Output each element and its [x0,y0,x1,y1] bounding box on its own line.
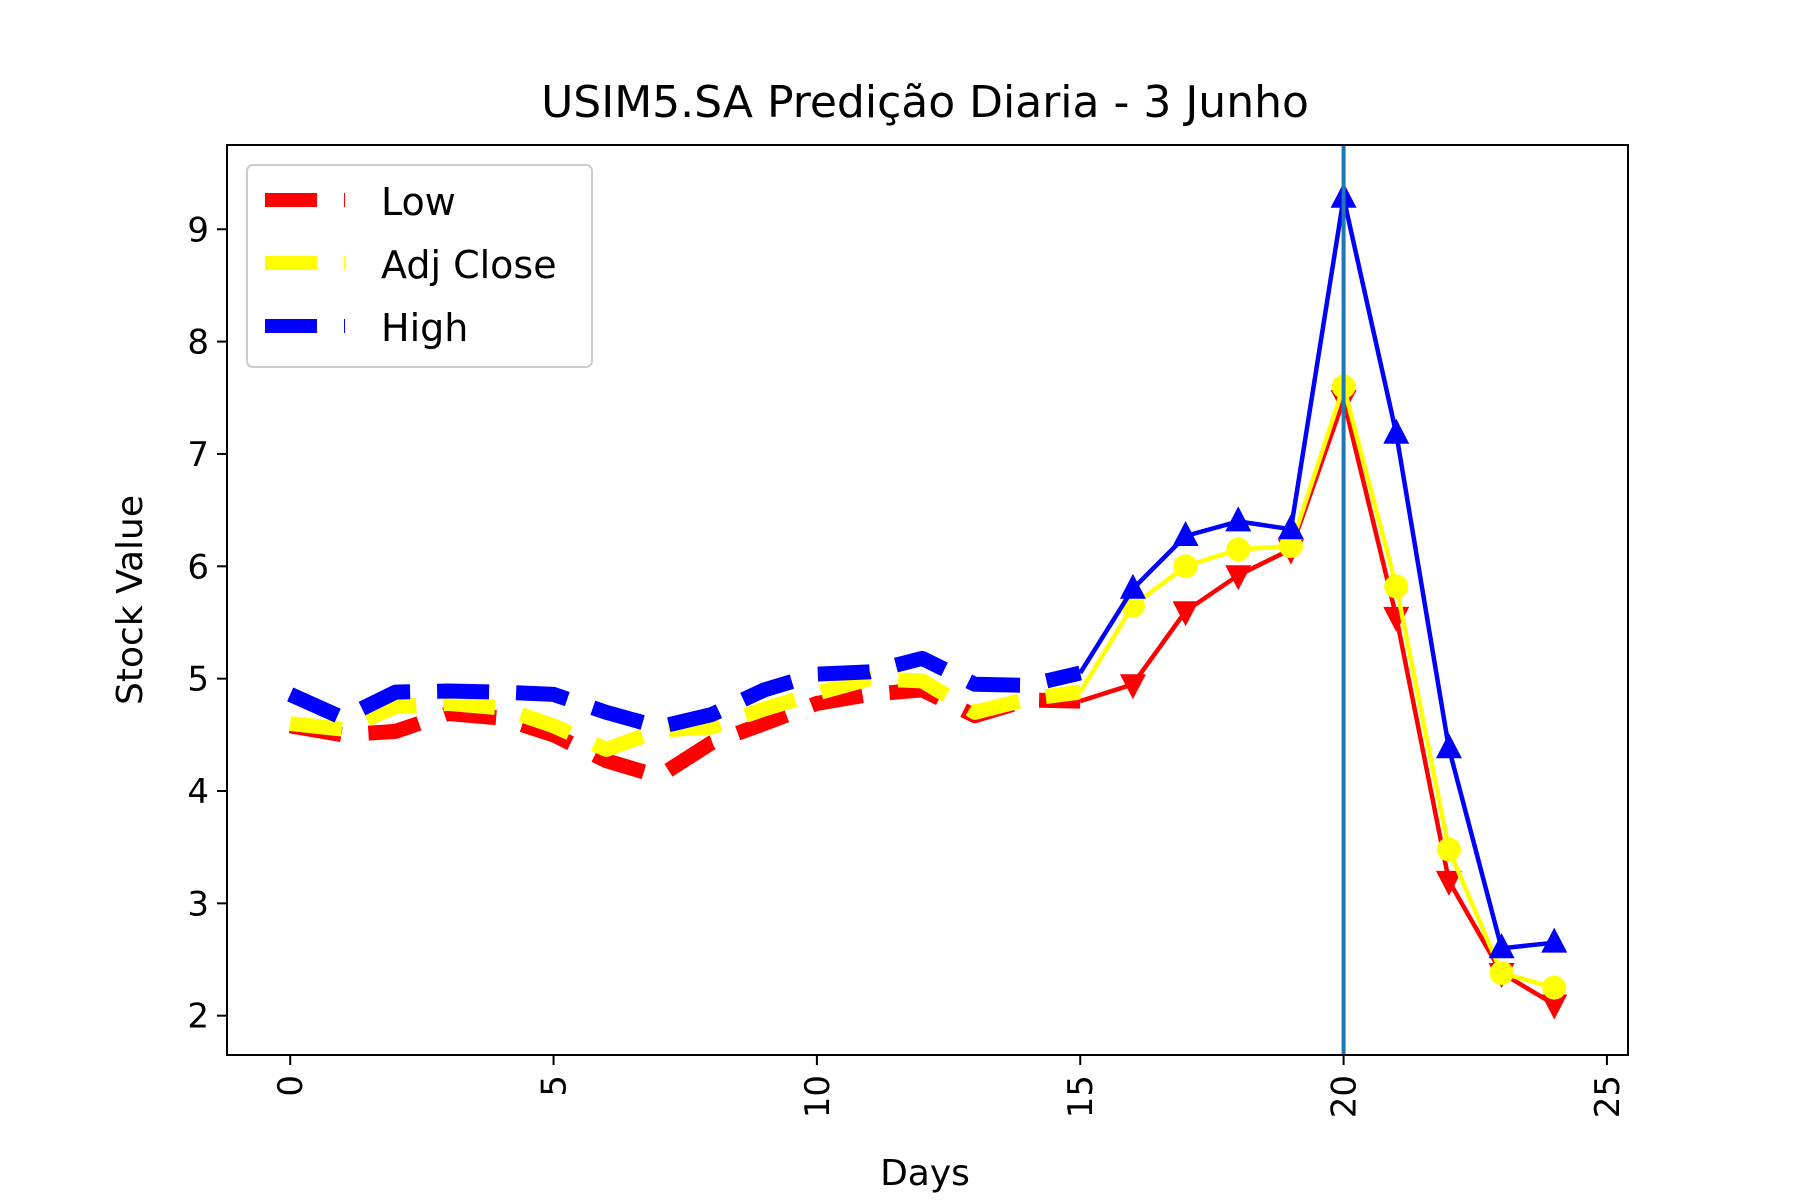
x-tick-label: 20 [1325,1075,1365,1118]
y-tick-label: 4 [187,772,209,812]
data-point-adj-close [1436,837,1461,862]
legend-label-high: High [381,306,468,350]
legend-label-adj-close: Adj Close [381,243,557,287]
data-point-adj-close [1226,537,1251,562]
y-tick-label: 2 [187,997,209,1037]
x-tick-label: 5 [535,1075,575,1097]
data-point-high [1119,573,1146,599]
legend-box [246,164,593,368]
data-point-low [1225,565,1252,591]
y-tick-label: 9 [187,210,209,250]
historical-line-adj-close [289,671,1082,757]
data-point-low [1119,674,1146,700]
axes: 0 5 10 15 20 25 2 3 4 5 6 7 8 9 [187,144,1629,1118]
data-point-adj-close [1384,574,1409,599]
data-point-adj-close [1542,975,1567,1000]
x-tick-label: 10 [798,1075,838,1118]
predicted-line-high [1078,195,1555,951]
data-point-low [1541,994,1568,1020]
data-point-high [1541,927,1568,953]
y-tick-label: 3 [187,884,209,924]
predicted-line-low [1079,397,1556,1007]
data-point-high [1277,514,1304,540]
predicted-line-adj-close [1078,384,1555,990]
data-point-adj-close [1489,960,1514,985]
data-point-high [1172,520,1199,546]
data-point-adj-close [1173,554,1198,579]
series-group [287,182,1568,1020]
historical-line-low [288,682,1081,784]
x-tick-label: 25 [1588,1075,1628,1118]
historical-line-high [287,650,1082,735]
x-tick-label: 0 [271,1075,311,1097]
x-axis-label: Days [880,1153,970,1194]
legend: Low Adj Close High [246,164,593,368]
data-point-high [1383,418,1410,444]
legend-label-low: Low [381,180,456,224]
data-point-high [1488,933,1515,959]
plot-frame [226,144,1629,1056]
x-tick-label: 15 [1061,1075,1101,1118]
data-point-low [1172,601,1199,627]
y-tick-label: 6 [187,547,209,587]
y-tick-label: 7 [187,435,209,475]
data-point-high [1435,733,1462,759]
y-tick-label: 5 [187,660,209,700]
data-point-high [1225,506,1252,532]
data-point-low [1435,870,1462,896]
y-axis-label: Stock Value [110,495,151,705]
data-point-adj-close [1278,534,1303,559]
y-tick-label: 8 [187,323,209,363]
chart-title: USIM5.SA Predição Diaria - 3 Junho [541,77,1309,128]
plot-area [287,145,1568,1055]
